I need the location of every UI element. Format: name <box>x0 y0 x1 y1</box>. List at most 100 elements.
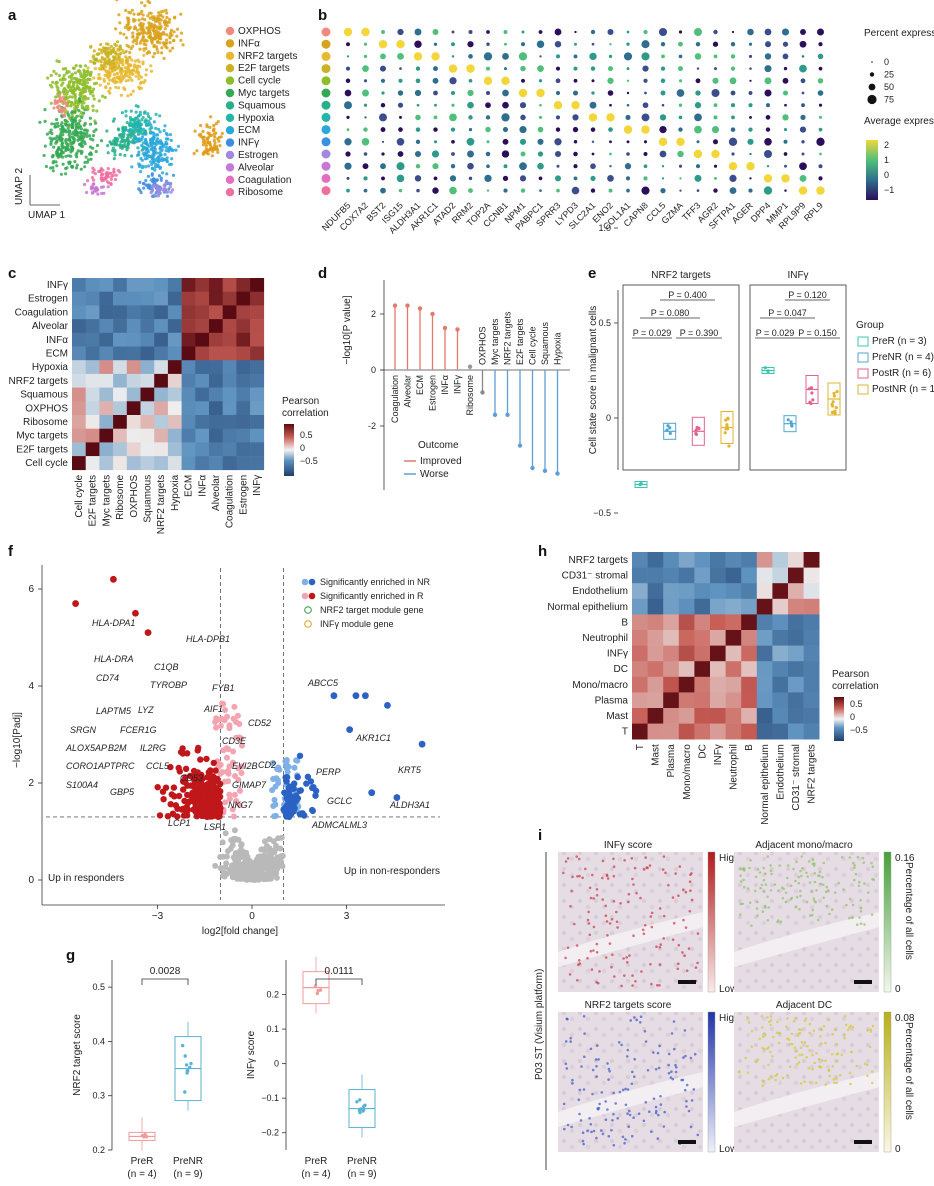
umap-point <box>74 166 79 170</box>
dotplot-dot <box>641 40 650 49</box>
umap-point <box>156 40 160 44</box>
spatial-spot <box>792 1020 796 1023</box>
dotplot-dot <box>574 42 577 46</box>
umap-point <box>159 18 163 22</box>
umap-legend-label: Squamous <box>238 100 286 111</box>
heatmap-c-cell <box>113 346 128 361</box>
umap-point <box>169 182 173 186</box>
umap-point <box>97 99 101 103</box>
dotplot-dot <box>415 66 421 71</box>
spatial-colorbar <box>883 1011 892 1153</box>
spatial-spot <box>657 1113 660 1117</box>
heatmap-c-cell <box>236 415 251 429</box>
spatial-spot <box>583 1032 586 1035</box>
umap-point <box>85 134 89 138</box>
heatmap-c-cell <box>167 360 182 375</box>
umap-point <box>142 48 146 53</box>
dotplot-dot <box>801 140 805 144</box>
dotplot-dot <box>730 127 736 132</box>
umap-point <box>137 85 141 89</box>
boxplot-g-point <box>316 989 320 993</box>
spatial-spot <box>832 1078 835 1081</box>
umap-point <box>99 48 103 52</box>
umap-point <box>76 149 80 153</box>
volcano-point-ns <box>243 863 250 870</box>
volcano-gene-label: CALML3 <box>332 820 367 830</box>
umap-point <box>85 131 89 136</box>
heatmap-c-cell <box>113 305 128 320</box>
heatmap-c-cell <box>167 401 182 416</box>
boxplot-e-y-tick-label: −0.5 <box>593 508 611 518</box>
volcano-point-nr-weak <box>275 764 282 771</box>
spatial-spot <box>627 892 631 896</box>
volcano-point-nr <box>287 806 295 814</box>
heatmap-c-cell <box>140 442 155 457</box>
volcano-gene-label: LSP1 <box>204 822 226 832</box>
umap-point <box>199 134 203 138</box>
dotplot-dot <box>346 128 350 132</box>
heatmap-h-cell <box>694 598 711 615</box>
dotplot-dot <box>554 175 562 182</box>
spatial-spot <box>655 1109 658 1113</box>
umap-point <box>97 72 101 77</box>
volcano-point-r-weak <box>238 763 245 770</box>
heatmap-c-cell <box>181 456 196 471</box>
umap-point <box>114 27 118 31</box>
umap-point <box>83 64 88 68</box>
dotplot-row-swatch <box>321 51 331 61</box>
umap-point <box>61 95 66 99</box>
spatial-spot <box>811 1067 814 1071</box>
spatial-spot <box>775 1031 779 1035</box>
umap-point <box>138 180 142 184</box>
heatmap-c-cell <box>85 291 100 306</box>
volcano-gene-label: LYZ <box>138 705 154 715</box>
boxplot-e-point <box>834 406 838 410</box>
spatial-spot <box>760 883 764 887</box>
spatial-spot <box>649 963 652 966</box>
heatmap-h-cell <box>772 723 789 740</box>
spatial-spot <box>811 908 814 912</box>
volcano-point-r-weak <box>219 700 226 707</box>
dotplot-dot <box>554 138 562 146</box>
dotplot-dot <box>626 152 630 156</box>
heatmap-h-cell <box>710 708 726 724</box>
spatial-spot <box>615 910 618 914</box>
umap-point <box>129 109 133 113</box>
spatial-spot <box>604 1100 607 1103</box>
umap-point <box>160 46 164 50</box>
spatial-spot <box>634 980 637 983</box>
boxplot-e-point <box>835 390 839 394</box>
dotplot-dot <box>747 28 754 36</box>
lollipop-y-tick-label: -2 <box>368 421 376 431</box>
umap-point <box>150 137 154 141</box>
heatmap-h-row-label: CD31⁻ stromal <box>562 571 628 582</box>
spatial-spot <box>794 905 798 909</box>
heatmap-c-cell <box>167 442 182 457</box>
spatial-spot <box>784 891 788 895</box>
umap-legend-label: INFγ <box>238 138 259 149</box>
umap-point <box>60 137 64 141</box>
spatial-spot <box>581 1131 585 1134</box>
umap-point <box>145 26 149 30</box>
spatial-spot <box>851 916 854 919</box>
umap-point <box>212 123 216 128</box>
dotplot-dot <box>449 186 457 195</box>
umap-point <box>128 55 132 60</box>
umap-point <box>169 162 173 166</box>
dotplot-dot <box>658 27 668 37</box>
dotplot-dot <box>746 162 755 171</box>
umap-point <box>82 123 86 127</box>
dotplot-dot <box>414 28 422 36</box>
spatial-spot <box>871 1070 874 1073</box>
umap-point <box>81 91 85 95</box>
heatmap-h-cell <box>772 708 789 724</box>
dotplot-dot <box>536 40 545 48</box>
umap-point <box>165 15 169 20</box>
heatmap-h-cell <box>788 630 804 646</box>
spatial-spot <box>580 1065 583 1068</box>
umap-point <box>147 30 151 34</box>
spatial-spot <box>774 1078 777 1082</box>
heatmap-c-row-label: OXPHOS <box>25 403 68 414</box>
umap-point <box>135 42 139 46</box>
umap-point <box>93 172 97 176</box>
